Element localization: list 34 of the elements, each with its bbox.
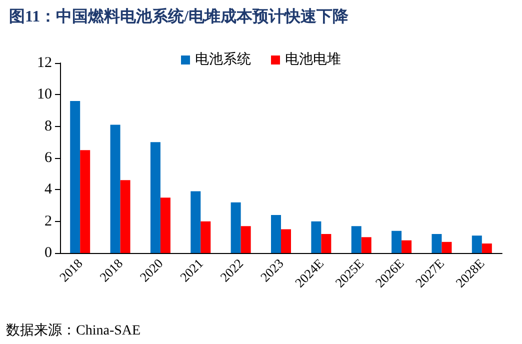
bar — [150, 142, 160, 253]
bar — [80, 150, 90, 253]
legend-label: 电池系统 — [195, 52, 251, 68]
bar — [190, 191, 201, 253]
y-tick-label: 0 — [44, 245, 52, 261]
bar — [432, 234, 442, 253]
y-tick-label: 6 — [44, 150, 52, 166]
bar — [321, 234, 332, 253]
y-tick-label: 12 — [37, 55, 52, 71]
bar — [402, 240, 412, 253]
bar — [361, 237, 372, 253]
y-tick-label: 10 — [37, 86, 52, 103]
bar — [311, 221, 322, 253]
bar — [230, 202, 241, 253]
bar — [110, 124, 120, 253]
y-tick-label: 8 — [44, 118, 52, 134]
bar — [351, 226, 362, 253]
bar — [70, 101, 80, 253]
x-tick-label: 2021 — [176, 256, 206, 285]
bar — [120, 180, 130, 253]
bar — [392, 230, 402, 253]
y-tick-label: 4 — [44, 182, 52, 198]
bar — [482, 244, 492, 253]
chart-title: 图11：中国燃料电池系统/电堆成本预计快速下降 — [9, 8, 350, 26]
bar — [271, 215, 281, 253]
bar — [442, 242, 452, 253]
bar — [200, 221, 211, 253]
bar — [240, 226, 251, 253]
bar — [281, 229, 291, 253]
bar — [472, 236, 482, 253]
source-note: 数据来源：China-SAE — [6, 322, 141, 338]
bar — [160, 198, 170, 253]
y-tick-label: 2 — [44, 213, 52, 230]
legend-label: 电池电堆 — [285, 52, 341, 68]
